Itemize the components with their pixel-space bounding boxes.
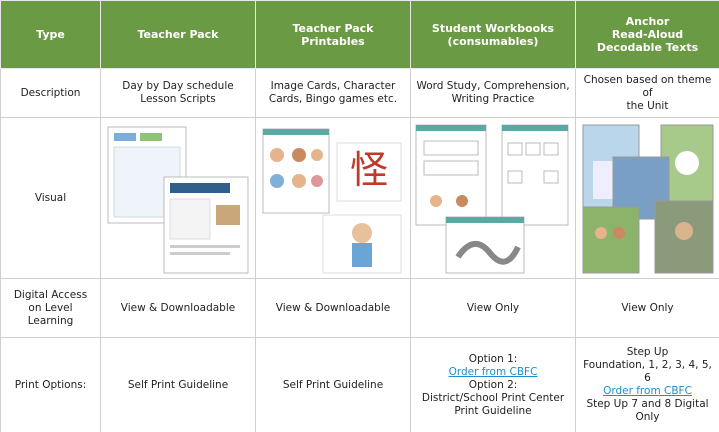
cell: Image Cards, Character Cards, Bingo games… <box>255 68 411 118</box>
text: Step Up 7 and 8 Digital <box>586 398 709 410</box>
printables-image: 怪 <box>262 128 402 273</box>
row: Print Options: Self Print Guideline Self… <box>0 337 719 432</box>
header-text: Teacher Pack <box>137 28 219 41</box>
text: Option 2: <box>468 378 518 391</box>
header-cell: Teacher Pack <box>100 0 256 69</box>
text: Self Print Guideline <box>282 378 384 391</box>
row: Description Day by Day schedule Lesson Sc… <box>0 68 719 118</box>
row-label: Print Options: <box>0 337 101 432</box>
cell <box>100 117 256 279</box>
header-text: Anchor <box>625 15 670 28</box>
text: on Level <box>28 301 73 314</box>
text: View Only <box>466 301 520 314</box>
text: View Only <box>621 301 674 314</box>
header-text: Student Workbooks <box>431 21 555 35</box>
text: Word Study, Comprehension, <box>416 80 570 92</box>
text: Option 1: <box>468 352 518 365</box>
cell: Option 1: Order from CBFC Option 2: Dist… <box>410 337 576 432</box>
order-link[interactable]: Order from CBFC <box>603 385 692 397</box>
text: Digital Access <box>13 288 88 301</box>
text: Print Guideline <box>454 404 532 417</box>
text: District/School Print Center <box>421 391 565 404</box>
header-cell: Student Workbooks (consumables) <box>410 0 576 69</box>
order-link[interactable]: Order from CBFC <box>448 365 538 378</box>
cell: Word Study, Comprehension, Writing Practi… <box>410 68 576 118</box>
header-cell: Type <box>0 0 101 69</box>
text: Foundation, 1, 2, 3, 4, 5, 6 <box>583 359 712 384</box>
text: the Unit <box>626 99 669 112</box>
cell: View Only <box>575 278 719 338</box>
header-row: Type Teacher Pack Teacher Pack Printable… <box>0 0 719 69</box>
header-text: Type <box>36 28 65 41</box>
text: Chosen based on theme of <box>583 73 712 99</box>
header-text: Teacher Pack Printables <box>292 21 374 48</box>
cell: Self Print Guideline <box>100 337 256 432</box>
text: Visual <box>34 191 67 204</box>
text: Print Options: <box>14 378 87 391</box>
row-label: Visual <box>0 117 101 279</box>
text: Day by Day schedule <box>122 80 234 92</box>
header-text: Read-Aloud <box>611 28 684 41</box>
row: Visual 怪 <box>0 117 719 279</box>
cell: View & Downloadable <box>255 278 411 338</box>
text: Only <box>635 411 660 423</box>
teacher-pack-image <box>107 126 249 273</box>
row-label: Digital Access on Level Learning <box>0 278 101 338</box>
workbooks-image <box>415 124 569 273</box>
row: Digital Access on Level Learning View & Do… <box>0 278 719 338</box>
cell: View Only <box>410 278 576 338</box>
text: Image Cards, Character <box>270 80 396 92</box>
text: Writing Practice <box>451 93 535 105</box>
header-cell: Teacher Pack Printables <box>255 0 411 69</box>
decodable-texts-image <box>582 124 714 273</box>
cell: View & Downloadable <box>100 278 256 338</box>
header-text: Decodable Texts <box>596 41 699 54</box>
text: Description <box>20 86 81 99</box>
text: Step Up <box>626 346 669 358</box>
cell: Day by Day schedule Lesson Scripts <box>100 68 256 118</box>
text: Cards, Bingo games etc. <box>268 93 398 105</box>
text: View & Downloadable <box>120 301 236 314</box>
cell <box>575 117 719 279</box>
svg-text:怪: 怪 <box>350 148 388 192</box>
header-text: (consumables) <box>447 34 539 48</box>
cell: Step Up Foundation, 1, 2, 3, 4, 5, 6 Ord… <box>575 337 719 432</box>
cell: 怪 <box>255 117 411 279</box>
text: Learning <box>27 314 74 327</box>
cell: Chosen based on theme of the Unit <box>575 68 719 118</box>
cell: Self Print Guideline <box>255 337 411 432</box>
text: Lesson Scripts <box>140 93 216 105</box>
text: View & Downloadable <box>275 301 391 314</box>
header-cell: Anchor Read-Aloud Decodable Texts <box>575 0 719 69</box>
row-label: Description <box>0 68 101 118</box>
cell <box>410 117 576 279</box>
text: Self Print Guideline <box>127 378 229 391</box>
